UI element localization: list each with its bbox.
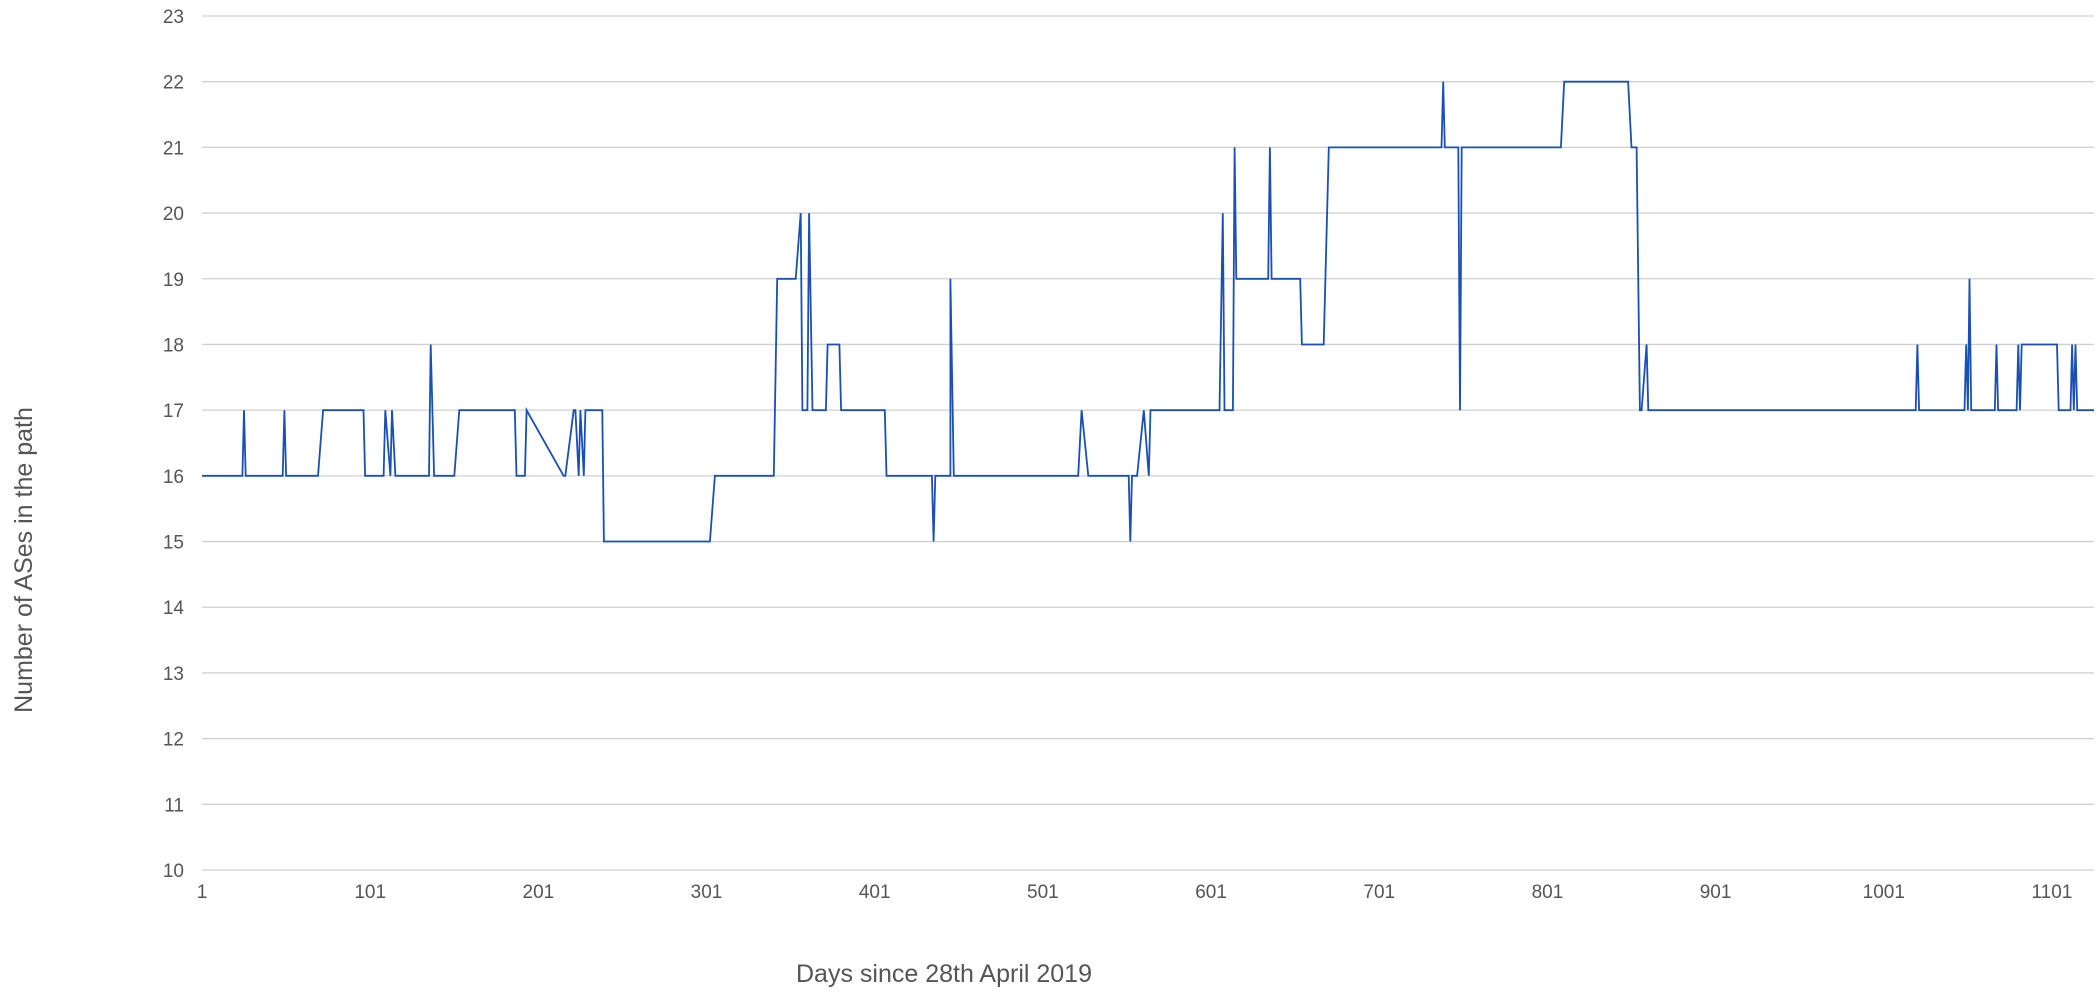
y-tick-label: 10 (163, 861, 184, 882)
x-tick-label: 1 (197, 882, 208, 903)
y-tick-label: 18 (163, 335, 184, 356)
y-tick-label: 23 (163, 7, 184, 28)
series-line (202, 80, 2094, 543)
y-tick-label: 22 (163, 73, 184, 94)
x-tick-label: 401 (859, 882, 891, 903)
y-tick-label: 12 (163, 730, 184, 751)
x-tick-label: 201 (523, 882, 555, 903)
x-tick-label: 901 (1700, 882, 1732, 903)
y-tick-label: 17 (163, 401, 184, 422)
x-tick-label: 101 (354, 882, 386, 903)
y-tick-label: 14 (163, 598, 185, 619)
x-axis-title: Days since 28th April 2019 (796, 960, 1092, 988)
x-tick-label: 1101 (2032, 882, 2073, 903)
y-tick-label: 11 (164, 795, 184, 816)
y-tick-label: 20 (163, 204, 184, 225)
y-tick-label: 13 (163, 664, 184, 685)
y-tick-label: 21 (163, 138, 184, 159)
y-tick-label: 15 (163, 533, 184, 554)
y-tick-label: 19 (163, 270, 184, 291)
x-axis-tick-labels: 1 101 201 301 401 501 601 701 801 901 1001 1101 (197, 882, 2073, 903)
y-axis-tick-labels: 10 11 12 13 14 15 16 17 18 19 20 21 22 23 (163, 7, 185, 882)
y-axis-title: Number of ASes in the path (10, 407, 38, 713)
x-tick-label: 801 (1532, 882, 1564, 903)
gridlines (202, 15, 2094, 871)
x-tick-label: 1001 (1863, 882, 1905, 903)
x-tick-label: 701 (1363, 882, 1395, 903)
y-tick-label: 16 (163, 467, 184, 488)
x-tick-label: 301 (691, 882, 723, 903)
x-tick-label: 501 (1027, 882, 1059, 903)
x-tick-label: 601 (1195, 882, 1227, 903)
series-group (202, 80, 2094, 543)
